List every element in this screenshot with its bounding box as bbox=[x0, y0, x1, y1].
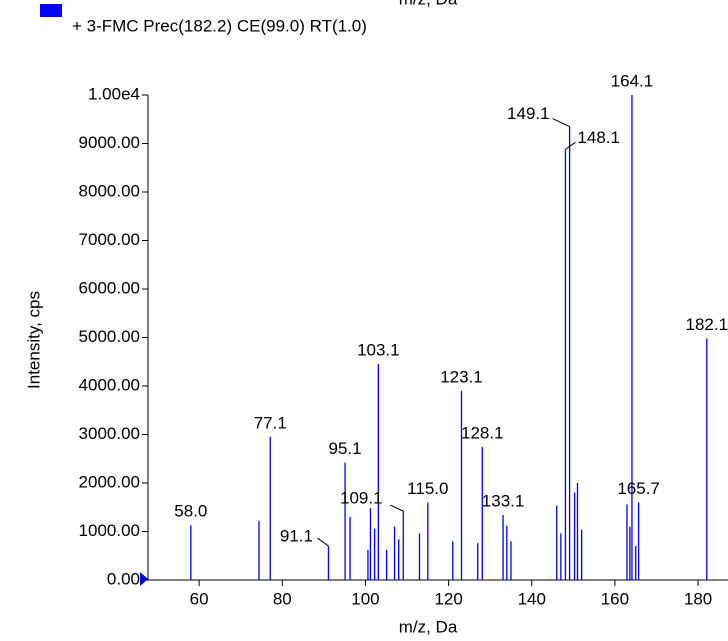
y-axis-label: Intensity, cps bbox=[24, 291, 43, 389]
y-tick-label: 2000.00 bbox=[79, 472, 140, 491]
y-tick-label: 9000.00 bbox=[79, 133, 140, 152]
leader-line bbox=[390, 504, 404, 512]
y-tick-label: 1000.00 bbox=[79, 521, 140, 540]
peak-label: 103.1 bbox=[357, 341, 400, 360]
peak-label: 109.1 bbox=[340, 489, 383, 508]
y-tick-label: 0.00 bbox=[107, 569, 140, 588]
peak-label: 95.1 bbox=[329, 439, 362, 458]
peak-label: 149.1 bbox=[507, 104, 550, 123]
y-tick-label: 7000.00 bbox=[79, 230, 140, 249]
x-tick-label: 160 bbox=[601, 589, 629, 608]
leader-line bbox=[552, 118, 570, 127]
previous-x-label: m/z, Da bbox=[399, 0, 458, 8]
y-tick-label: 8000.00 bbox=[79, 181, 140, 200]
y-tick-label: 1.00e4 bbox=[88, 84, 140, 103]
legend-swatch bbox=[40, 4, 62, 17]
leader-line bbox=[317, 537, 329, 547]
peak-label: 182.1 bbox=[686, 315, 728, 334]
peak-label: 77.1 bbox=[254, 413, 287, 432]
y-tick-label: 4000.00 bbox=[79, 375, 140, 394]
peak-label: 133.1 bbox=[482, 491, 525, 510]
x-tick-label: 60 bbox=[190, 589, 209, 608]
x-tick-label: 100 bbox=[351, 589, 379, 608]
x-tick-label: 180 bbox=[684, 589, 712, 608]
leader-line bbox=[565, 141, 576, 150]
y-tick-label: 5000.00 bbox=[79, 327, 140, 346]
peak-label: 91.1 bbox=[280, 527, 313, 546]
x-tick-label: 140 bbox=[518, 589, 546, 608]
x-axis-label: m/z, Da bbox=[399, 617, 458, 636]
y-tick-label: 3000.00 bbox=[79, 424, 140, 443]
y-tick-label: 6000.00 bbox=[79, 278, 140, 297]
peak-label: 148.1 bbox=[577, 128, 620, 147]
x-tick-label: 80 bbox=[273, 589, 292, 608]
peak-label: 128.1 bbox=[461, 424, 504, 443]
x-tick-label: 120 bbox=[434, 589, 462, 608]
origin-marker bbox=[140, 572, 148, 586]
peak-label: 165.7 bbox=[617, 479, 660, 498]
peak-label: 164.1 bbox=[611, 71, 654, 90]
peak-label: 58.0 bbox=[174, 502, 207, 521]
peak-label: 115.0 bbox=[407, 479, 448, 498]
legend-label: + 3-FMC Prec(182.2) CE(99.0) RT(1.0) bbox=[72, 16, 367, 35]
peak-label: 123.1 bbox=[440, 367, 483, 386]
